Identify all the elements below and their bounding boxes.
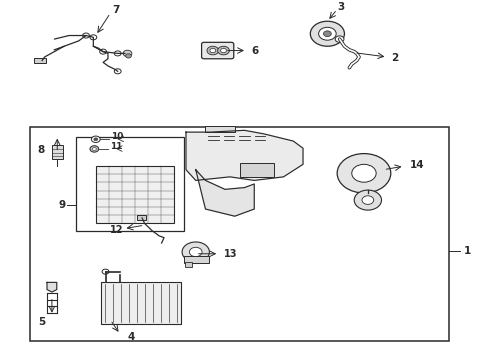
Circle shape <box>182 242 209 262</box>
Text: 7: 7 <box>112 5 119 15</box>
Bar <box>184 262 192 267</box>
Text: 12: 12 <box>110 225 123 235</box>
Circle shape <box>94 138 98 141</box>
Text: 4: 4 <box>127 332 135 342</box>
Circle shape <box>90 35 97 40</box>
Text: 3: 3 <box>336 2 344 12</box>
Text: 5: 5 <box>39 317 46 327</box>
Circle shape <box>102 269 109 274</box>
Bar <box>34 58 45 63</box>
Text: 9: 9 <box>58 201 65 211</box>
Circle shape <box>353 190 381 210</box>
FancyBboxPatch shape <box>201 42 233 59</box>
Text: 2: 2 <box>390 53 397 63</box>
Bar <box>205 126 234 132</box>
Bar <box>183 256 208 263</box>
Circle shape <box>91 136 100 143</box>
Circle shape <box>90 146 99 152</box>
Circle shape <box>318 27 335 40</box>
Polygon shape <box>185 130 303 180</box>
Circle shape <box>114 69 121 74</box>
Circle shape <box>361 196 373 204</box>
Circle shape <box>323 31 330 37</box>
Text: 10: 10 <box>111 132 123 141</box>
Text: 11: 11 <box>110 141 122 150</box>
Circle shape <box>125 54 131 58</box>
Circle shape <box>206 46 218 55</box>
Circle shape <box>123 50 132 57</box>
Circle shape <box>92 148 96 150</box>
Text: 8: 8 <box>38 145 45 155</box>
Polygon shape <box>47 282 57 292</box>
Circle shape <box>217 46 229 55</box>
Circle shape <box>189 247 202 257</box>
Polygon shape <box>195 170 254 216</box>
Bar <box>30 127 448 341</box>
Bar <box>96 166 173 223</box>
Circle shape <box>220 48 226 53</box>
Bar <box>239 162 273 177</box>
Text: 1: 1 <box>463 246 470 256</box>
Circle shape <box>310 21 344 46</box>
Bar <box>52 145 62 159</box>
Circle shape <box>100 49 106 54</box>
Circle shape <box>351 164 375 182</box>
Circle shape <box>209 48 215 53</box>
Bar <box>137 215 146 220</box>
Circle shape <box>114 51 121 56</box>
Text: 6: 6 <box>251 46 259 55</box>
Circle shape <box>82 33 89 38</box>
Text: 13: 13 <box>224 249 237 259</box>
Text: 14: 14 <box>408 161 423 170</box>
Circle shape <box>334 36 343 42</box>
Circle shape <box>336 154 390 193</box>
Bar <box>76 138 183 230</box>
Bar <box>101 282 181 324</box>
